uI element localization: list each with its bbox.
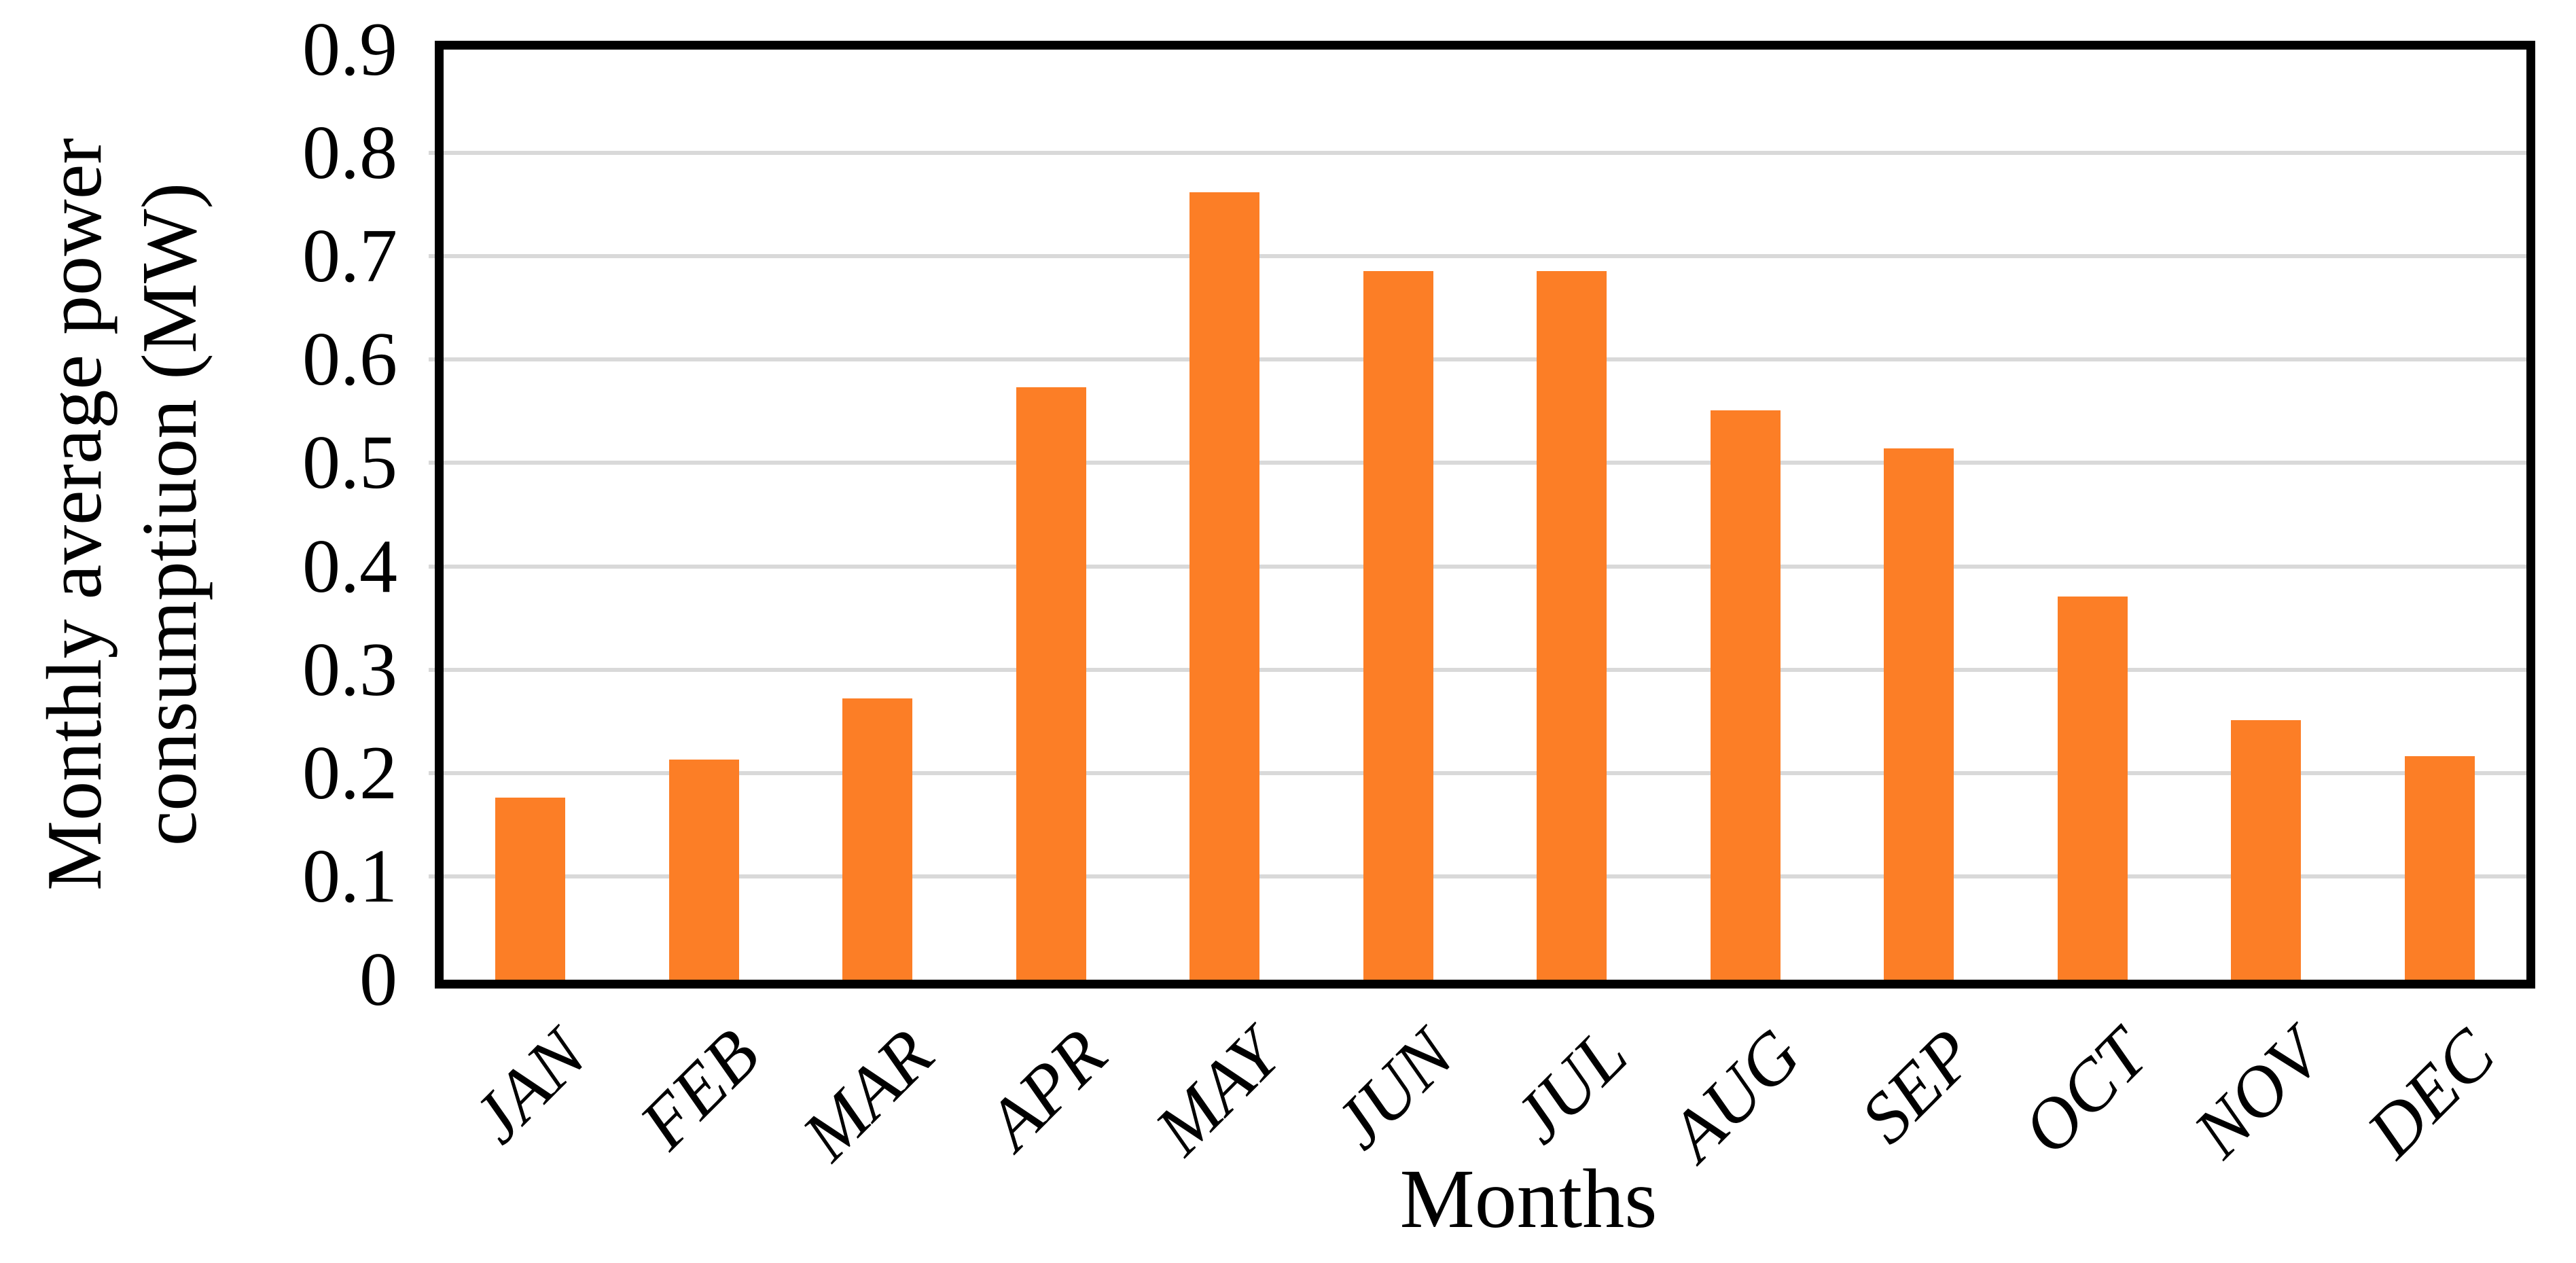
x-tick-label-mar: MAR xyxy=(787,1014,948,1175)
x-tick-label-jun: JUN xyxy=(1319,1014,1469,1164)
bar-apr xyxy=(1016,387,1086,980)
bar-may xyxy=(1189,192,1260,980)
y-tick-label: 0.2 xyxy=(302,730,397,815)
bar-sep xyxy=(1884,448,1954,980)
y-axis-tick-mark xyxy=(429,461,435,465)
y-tick-label: 0.4 xyxy=(302,524,397,609)
bar-jun xyxy=(1363,270,1433,980)
y-axis-tick-mark xyxy=(429,874,435,878)
x-tick-label-jan: JAN xyxy=(457,1014,601,1158)
y-tick-label: 0 xyxy=(359,938,397,1022)
bar-jan xyxy=(495,798,566,980)
x-tick-label-apr: APR xyxy=(971,1014,1122,1164)
x-tick-label-oct: OCT xyxy=(2007,1014,2163,1170)
plot-frame xyxy=(429,41,2535,989)
gridline xyxy=(444,151,2526,156)
y-axis-tick-mark xyxy=(429,254,435,259)
y-tick-label: 0.9 xyxy=(302,7,397,92)
y-axis-tick-mark xyxy=(429,151,435,156)
y-axis-tick-mark xyxy=(429,667,435,672)
y-tick-label: 0.7 xyxy=(302,214,397,299)
gridline xyxy=(444,667,2526,672)
bar-dec xyxy=(2404,756,2475,980)
y-tick-label: 0.1 xyxy=(302,834,397,919)
bar-aug xyxy=(1710,410,1781,980)
gridline xyxy=(444,461,2526,465)
y-axis-tick-mark xyxy=(429,770,435,775)
x-tick-label-dec: DEC xyxy=(2352,1014,2510,1173)
gridline xyxy=(444,874,2526,878)
gridline xyxy=(444,254,2526,259)
x-tick-label-jul: JUL xyxy=(1498,1014,1643,1158)
gridline xyxy=(444,564,2526,569)
bar-oct xyxy=(2057,596,2128,980)
x-axis-title: Months xyxy=(1399,1152,1658,1245)
bar-feb xyxy=(668,760,739,980)
bar-mar xyxy=(842,698,913,980)
y-tick-label: 0.6 xyxy=(302,317,397,402)
x-tick-label-nov: NOV xyxy=(2178,1014,2337,1173)
y-axis-tick-mark xyxy=(429,357,435,362)
bar-jul xyxy=(1537,270,1607,980)
x-tick-label-may: MAY xyxy=(1139,1014,1295,1170)
y-tick-label: 0.5 xyxy=(302,421,397,505)
x-tick-label-aug: AUG xyxy=(1654,1014,1816,1175)
gridline xyxy=(444,357,2526,362)
y-tick-label: 0.3 xyxy=(302,627,397,712)
bar-nov xyxy=(2231,720,2302,980)
y-axis-tick-mark xyxy=(429,564,435,569)
y-tick-label: 0.8 xyxy=(302,111,397,196)
x-tick-label-sep: SEP xyxy=(1845,1014,1990,1158)
plot-area xyxy=(429,50,2526,980)
gridline xyxy=(444,770,2526,775)
x-tick-label-feb: FEB xyxy=(624,1014,774,1164)
